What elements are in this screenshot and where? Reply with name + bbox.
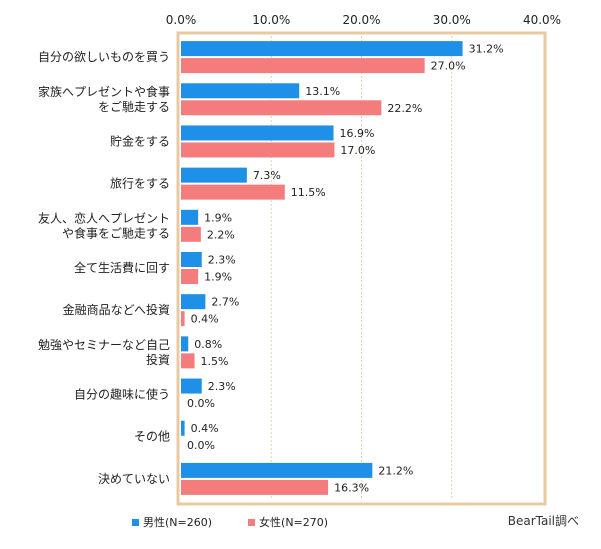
data-label-male: 13.1%	[305, 85, 340, 98]
x-tick-label: 0.0%	[166, 13, 197, 27]
legend-item-male: 男性(N=260)	[132, 514, 212, 530]
legend-item-female: 女性(N=270)	[248, 514, 328, 530]
data-label-male: 7.3%	[253, 169, 281, 182]
data-label-female: 27.0%	[431, 60, 466, 73]
category-label: 友人、恋人へプレゼント	[38, 210, 170, 225]
category-label: その他	[134, 430, 170, 444]
category-label: 全て生活費に回す	[74, 260, 170, 275]
bar-female	[181, 142, 335, 158]
bar-male	[181, 252, 202, 267]
legend: 男性(N=260) 女性(N=270)	[132, 514, 328, 530]
data-label-female: 22.2%	[387, 102, 422, 115]
category-label: や食事をご馳走する	[62, 225, 170, 240]
data-label-female: 0.4%	[191, 313, 219, 326]
category-label: 自分の欲しいものを買う	[38, 50, 170, 64]
legend-label-male: 男性(N=260)	[143, 516, 213, 529]
data-label-male: 0.8%	[194, 338, 222, 351]
bar-male	[181, 167, 247, 183]
data-label-male: 2.3%	[208, 380, 236, 393]
bar-male	[181, 294, 206, 310]
plot-frame	[176, 31, 547, 506]
legend-label-female: 女性(N=270)	[259, 516, 329, 529]
bar-female	[181, 226, 201, 242]
bar-female	[181, 269, 199, 284]
category-label: 金融商品などへ投資	[63, 302, 170, 317]
category-label: 勉強やセミナーなど自己	[38, 338, 170, 352]
data-label-male: 2.3%	[208, 254, 236, 267]
legend-swatch-female	[248, 518, 256, 526]
data-label-female: 11.5%	[291, 186, 326, 199]
bar-female	[181, 100, 382, 116]
bar-female	[181, 184, 285, 200]
data-label-female: 2.2%	[207, 228, 235, 241]
bar-male	[181, 336, 189, 352]
data-label-male: 31.2%	[469, 43, 504, 56]
category-label: をご馳走する	[98, 99, 170, 114]
x-tick-label: 40.0%	[523, 13, 561, 27]
data-label-female: 0.0%	[187, 397, 215, 410]
data-label-male: 1.9%	[204, 211, 232, 224]
data-label-female: 17.0%	[340, 144, 375, 157]
bar-female	[181, 479, 329, 495]
bar-male	[181, 378, 202, 394]
category-label: 旅行をする	[110, 177, 170, 191]
data-label-female: 16.3%	[334, 481, 369, 494]
category-label: 自分の趣味に使う	[74, 387, 170, 402]
x-tick-label: 10.0%	[252, 13, 290, 27]
data-label-female: 1.9%	[204, 271, 232, 284]
category-label: 決めていない	[98, 472, 170, 486]
bar-male	[181, 209, 199, 225]
bar-male	[181, 41, 463, 57]
legend-swatch-male	[132, 518, 139, 526]
bar-female	[181, 353, 195, 369]
data-label-male: 2.7%	[211, 296, 239, 309]
data-label-male: 21.2%	[378, 464, 413, 477]
data-label-male: 0.4%	[191, 422, 219, 435]
bar-male	[181, 125, 334, 141]
category-label: 投資	[146, 352, 170, 367]
x-tick-label: 20.0%	[342, 13, 380, 27]
bar-female	[181, 58, 425, 74]
data-label-female: 0.0%	[187, 439, 215, 452]
bar-male	[181, 83, 300, 99]
bar-male	[181, 462, 373, 478]
category-label: 家族へプレゼントや食事	[38, 84, 170, 99]
x-tick-label: 30.0%	[433, 13, 471, 27]
data-label-female: 1.5%	[201, 355, 229, 368]
bar-male	[181, 420, 185, 436]
category-label: 貯金をする	[110, 133, 170, 148]
data-label-male: 16.9%	[340, 127, 375, 140]
bar-female	[181, 311, 185, 327]
source-note: BearTail調べ	[507, 514, 579, 528]
